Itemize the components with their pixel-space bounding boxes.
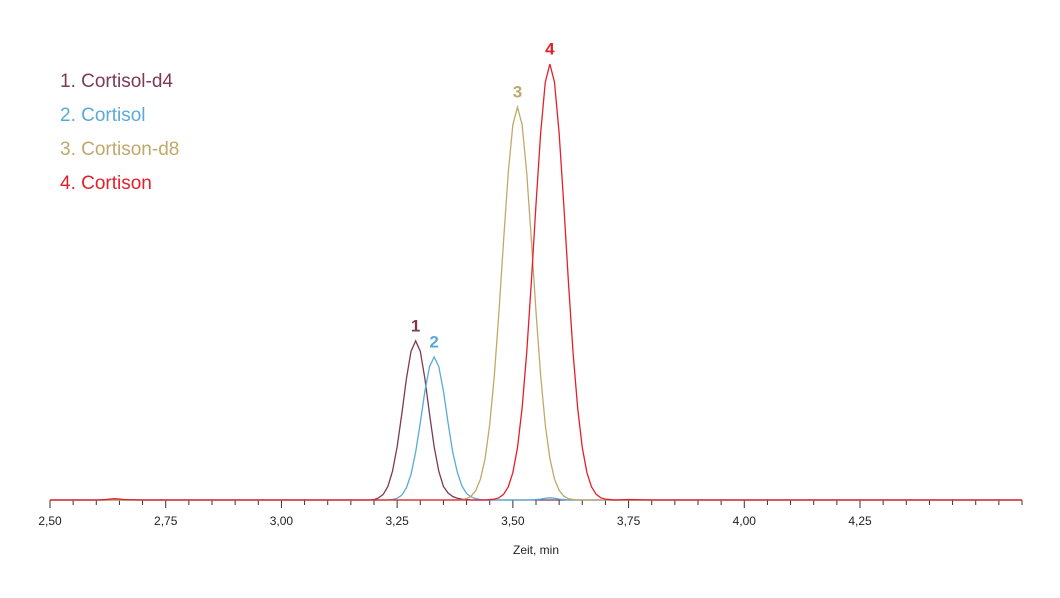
legend-entry: 1. Cortisol-d4 <box>60 71 173 92</box>
x-tick-label: 2,50 <box>38 514 62 528</box>
x-tick-label: 3,00 <box>270 514 294 528</box>
x-tick-label: 4,25 <box>848 514 872 528</box>
series-line <box>50 63 1022 501</box>
peak-label: 2 <box>429 332 438 351</box>
x-axis-label: Zeit, min <box>513 543 559 557</box>
series-line <box>50 104 1022 501</box>
x-tick-label: 2,75 <box>154 514 178 528</box>
x-tick-label: 3,25 <box>385 514 409 528</box>
series-line <box>50 339 1022 501</box>
series-line <box>50 355 1022 501</box>
x-tick-label: 4,00 <box>733 514 757 528</box>
legend-entry: 4. Cortison <box>60 173 152 194</box>
x-tick-label: 3,50 <box>501 514 525 528</box>
x-tick-label: 3,75 <box>617 514 641 528</box>
peak-label: 4 <box>545 39 555 58</box>
legend-entry: 2. Cortisol <box>60 105 146 126</box>
peak-label: 3 <box>513 83 522 102</box>
peak-label: 1 <box>411 316 420 335</box>
legend-entry: 3. Cortison-d8 <box>60 139 179 160</box>
